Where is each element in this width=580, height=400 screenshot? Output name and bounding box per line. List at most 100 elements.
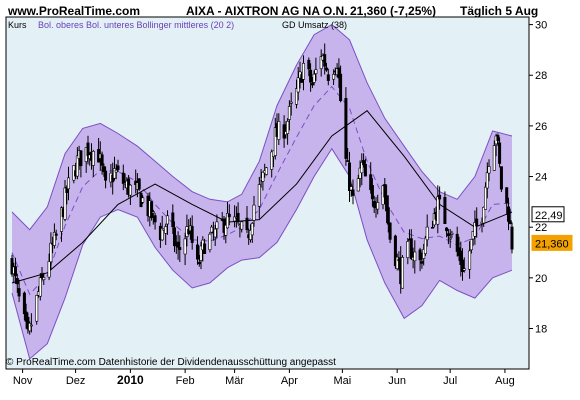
candle-body	[460, 259, 464, 272]
candle-body	[270, 151, 274, 170]
candle-body	[91, 151, 95, 166]
candle-body	[153, 215, 157, 223]
candle-body	[116, 165, 120, 170]
candle-body	[360, 162, 364, 174]
candle-body	[67, 177, 71, 190]
candle-body	[17, 288, 21, 297]
bollinger-band-fill	[12, 24, 512, 359]
candle-body	[323, 54, 327, 67]
candle-body	[430, 227, 434, 229]
candle-body	[510, 226, 514, 250]
candle-body	[178, 247, 182, 250]
chart-title: AIXA - AIXTRON AG NA O.N.	[186, 4, 348, 18]
candle-body	[294, 88, 298, 105]
candle-body	[47, 261, 51, 278]
candle-body	[319, 56, 323, 69]
candle-body	[326, 74, 330, 81]
candle-body	[215, 221, 219, 229]
candle-body	[151, 211, 155, 214]
candle-body	[289, 101, 293, 104]
candle-body	[59, 207, 63, 232]
candle-body	[506, 206, 510, 222]
candle-body	[346, 160, 350, 162]
candle-body	[29, 324, 33, 327]
candle-body	[287, 106, 291, 120]
candle-body	[35, 295, 39, 322]
candle-body	[252, 204, 256, 221]
candle-body	[344, 98, 348, 159]
candle-body	[406, 241, 410, 258]
candle-body	[10, 258, 14, 275]
candle-body	[363, 163, 367, 177]
candle-body	[277, 121, 281, 140]
candle-body	[450, 232, 454, 235]
candle-body	[482, 207, 486, 224]
candle-body	[273, 127, 277, 156]
candle-body	[79, 150, 83, 167]
candle-body	[54, 233, 58, 236]
candle-body	[171, 212, 175, 228]
x-month-label: Dez	[66, 375, 86, 387]
candle-body	[213, 228, 217, 238]
last-price-tag: 21,360	[531, 234, 573, 251]
candle-body	[52, 232, 56, 246]
value-tag-label: 21,360	[535, 238, 569, 250]
candle-body	[22, 292, 26, 315]
site-name: www.ProRealTime.com	[7, 4, 140, 18]
candle-body	[114, 170, 118, 173]
y-tick-label: 24	[535, 172, 547, 184]
candle-body	[257, 184, 261, 207]
candle-body	[245, 217, 249, 231]
candle-body	[498, 142, 502, 164]
candle-body	[197, 262, 201, 265]
y-tick-label: 22	[535, 222, 547, 234]
candle-body	[190, 226, 194, 243]
candle-body	[307, 59, 311, 70]
candle-body	[224, 225, 228, 236]
candle-body	[14, 266, 18, 277]
candle-body	[128, 184, 132, 196]
candle-body	[309, 69, 313, 83]
candle-body	[183, 238, 187, 255]
x-month-label: Mai	[334, 375, 352, 387]
candle-body	[423, 237, 427, 254]
x-month-label: Apr	[281, 375, 298, 387]
value-tag-box	[531, 234, 573, 251]
candle-body	[499, 166, 503, 190]
candle-body	[446, 233, 450, 237]
candle-body	[176, 241, 180, 248]
candle-body	[166, 215, 170, 225]
candle-body	[485, 172, 489, 189]
x-month-label: Jun	[388, 375, 406, 387]
candle-body	[286, 121, 290, 134]
candle-body	[376, 202, 380, 210]
candle-body	[226, 213, 230, 229]
candle-body	[356, 178, 360, 192]
y-tick-label: 26	[535, 121, 547, 133]
candle-body	[314, 69, 318, 74]
candle-body	[150, 201, 154, 219]
candle-body	[137, 178, 141, 190]
footer-copyright: © ProRealTime.com Datenhistorie der Divi…	[6, 357, 336, 368]
candle-body	[250, 223, 254, 236]
candle-body	[462, 268, 466, 271]
candle-body	[301, 62, 305, 80]
candle-body	[196, 244, 200, 260]
candle-body	[496, 135, 500, 141]
candle-body	[160, 228, 164, 241]
candle-body	[38, 277, 42, 297]
legend-price: Kurs	[8, 20, 27, 30]
candle-body	[199, 245, 203, 261]
candle-body	[173, 227, 177, 247]
candle-body	[436, 196, 440, 225]
candle-body	[312, 73, 316, 83]
candle-body	[351, 189, 355, 196]
candle-body	[400, 257, 404, 289]
candle-body	[164, 226, 168, 234]
bollinger-lower-line	[11, 147, 513, 360]
candle-body	[233, 216, 237, 222]
value-tag-box	[531, 206, 565, 223]
y-tick-label: 30	[535, 20, 547, 32]
price-quote: 21,360 (-7,25%)	[350, 4, 436, 18]
